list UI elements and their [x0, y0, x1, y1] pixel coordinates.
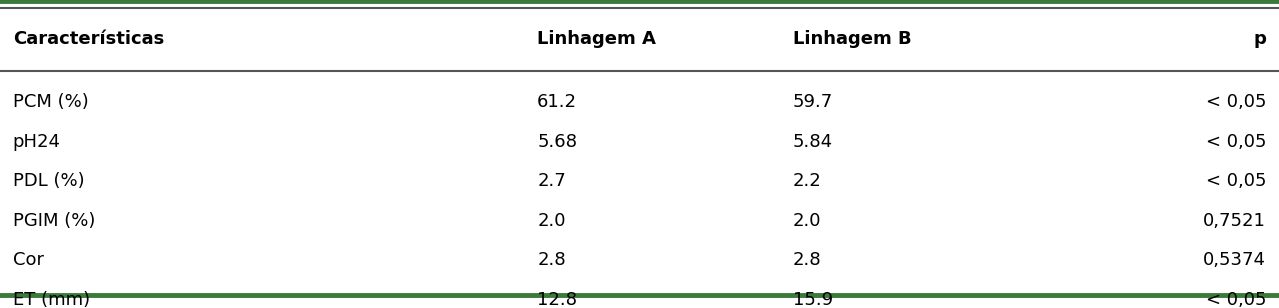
Text: PCM (%): PCM (%) — [13, 93, 88, 111]
Text: 2.8: 2.8 — [793, 251, 821, 269]
Text: 2.0: 2.0 — [537, 212, 565, 230]
Text: < 0,05: < 0,05 — [1206, 290, 1266, 308]
Text: < 0,05: < 0,05 — [1206, 172, 1266, 190]
Text: < 0,05: < 0,05 — [1206, 133, 1266, 151]
Text: 61.2: 61.2 — [537, 93, 577, 111]
Text: PDL (%): PDL (%) — [13, 172, 84, 190]
Text: 2.0: 2.0 — [793, 212, 821, 230]
Text: Linhagem A: Linhagem A — [537, 30, 656, 48]
Text: 5.84: 5.84 — [793, 133, 833, 151]
Text: Características: Características — [13, 30, 164, 48]
Text: 15.9: 15.9 — [793, 290, 833, 308]
Text: ET (mm): ET (mm) — [13, 290, 90, 308]
Text: 2.8: 2.8 — [537, 251, 565, 269]
Text: 0,5374: 0,5374 — [1204, 251, 1266, 269]
Text: Linhagem B: Linhagem B — [793, 30, 912, 48]
Text: pH24: pH24 — [13, 133, 61, 151]
Text: 12.8: 12.8 — [537, 290, 577, 308]
Text: p: p — [1253, 30, 1266, 48]
Text: Cor: Cor — [13, 251, 43, 269]
Text: 0,7521: 0,7521 — [1204, 212, 1266, 230]
Text: 59.7: 59.7 — [793, 93, 833, 111]
Text: 2.7: 2.7 — [537, 172, 565, 190]
Text: < 0,05: < 0,05 — [1206, 93, 1266, 111]
Text: 5.68: 5.68 — [537, 133, 577, 151]
Text: PGIM (%): PGIM (%) — [13, 212, 95, 230]
Text: 2.2: 2.2 — [793, 172, 821, 190]
